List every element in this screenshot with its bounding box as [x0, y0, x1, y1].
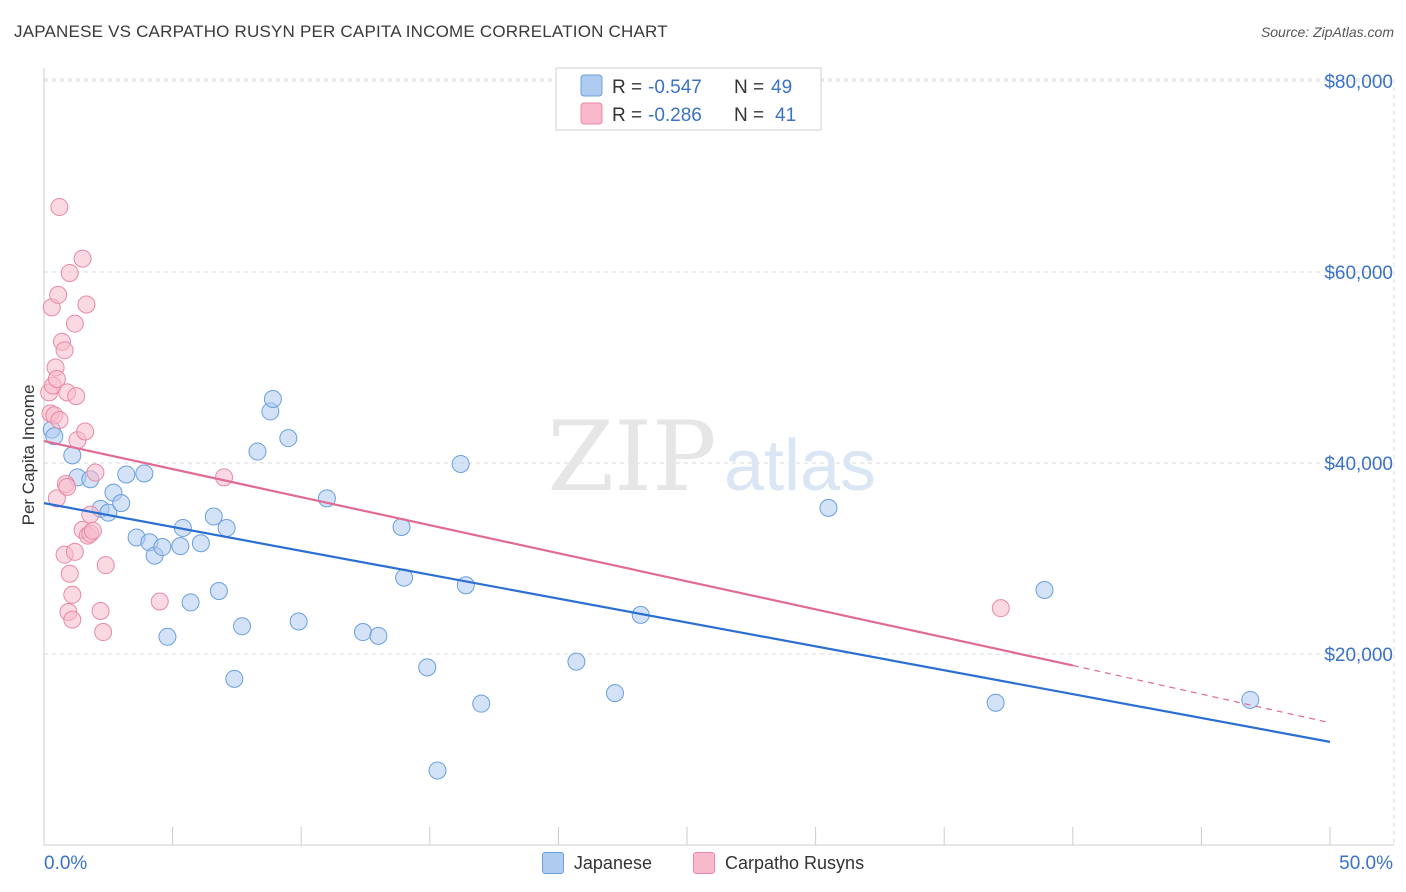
data-point-japanese [1035, 581, 1054, 600]
data-point-carpatho-rusyns [86, 463, 105, 482]
data-point-japanese [248, 442, 267, 461]
data-point-japanese [217, 518, 236, 537]
x-tick-label-min: 0.0% [44, 853, 87, 874]
data-point-carpatho-rusyns [50, 198, 69, 217]
data-point-japanese [418, 658, 437, 677]
watermark-atlas: atlas [724, 426, 876, 506]
stats-r-label-rusyn: R = [612, 105, 647, 126]
data-point-japanese [153, 538, 172, 557]
data-point-japanese [263, 390, 282, 409]
stats-r-label-japanese: R = [612, 77, 647, 98]
data-point-japanese [279, 429, 298, 448]
y-axis-label: Per Capita Income [19, 385, 38, 526]
legend-entry-japanese[interactable]: Japanese [541, 852, 652, 874]
data-point-japanese [369, 626, 388, 645]
legend-entry-carpatho-rusyns[interactable]: Carpatho Rusyns [693, 852, 864, 874]
watermark: ZIP atlas [547, 401, 876, 513]
chart-title: JAPANESE VS CARPATHO RUSYN PER CAPITA IN… [14, 22, 668, 41]
data-point-carpatho-rusyns [91, 602, 110, 621]
data-point-carpatho-rusyns [65, 542, 84, 561]
legend-swatch-carpatho-rusyns [693, 852, 715, 874]
source-label: Source: ZipAtlas.com [1260, 24, 1394, 40]
legend-label-carpatho-rusyns: Carpatho Rusyns [725, 852, 865, 873]
legend-label-japanese: Japanese [573, 852, 652, 873]
data-point-japanese [353, 623, 372, 642]
data-point-carpatho-rusyns [65, 314, 84, 333]
data-point-carpatho-rusyns [83, 521, 102, 540]
stats-n-label-rusyn: N = [734, 105, 769, 126]
axes [43, 68, 1394, 846]
trend-line-japanese [43, 502, 1331, 743]
data-point-carpatho-rusyns [96, 556, 115, 575]
data-point-carpatho-rusyns [67, 387, 86, 406]
data-point-carpatho-rusyns [50, 411, 69, 430]
data-point-japanese [567, 652, 586, 671]
data-point-japanese [233, 617, 252, 636]
data-point-japanese [472, 694, 491, 713]
legend-swatch-japanese [541, 852, 564, 874]
data-point-japanese [819, 498, 838, 517]
data-point-carpatho-rusyns [47, 369, 66, 388]
data-point-carpatho-rusyns [81, 505, 100, 524]
data-point-carpatho-rusyns [94, 623, 113, 642]
stats-legend: R = -0.547 N = 49 R = -0.286 N = 41 [555, 67, 822, 131]
data-point-carpatho-rusyns [63, 585, 82, 604]
data-point-japanese [112, 494, 131, 513]
data-point-carpatho-rusyns [991, 599, 1010, 618]
tick-labels: $20,000 $40,000 $60,000 $80,000 0.0% 50.0% [44, 72, 1393, 874]
stats-r-value-japanese: -0.547 [648, 77, 702, 98]
stats-legend-swatch-rusyn [580, 102, 603, 125]
data-point-carpatho-rusyns [60, 564, 79, 583]
data-point-japanese [135, 464, 154, 483]
data-point-carpatho-rusyns [215, 468, 234, 487]
y-tick-label: $20,000 [1324, 645, 1393, 666]
y-tick-label: $40,000 [1324, 454, 1393, 475]
data-point-japanese [45, 427, 64, 446]
series-carpatho-rusyns [40, 198, 1010, 642]
data-point-japanese [204, 507, 223, 526]
data-point-carpatho-rusyns [73, 249, 92, 268]
grid-lines [44, 78, 1395, 845]
trend-lines [43, 439, 1331, 743]
data-point-japanese [209, 581, 228, 600]
data-point-japanese [171, 537, 190, 556]
stats-n-value-japanese: 49 [771, 77, 792, 98]
data-point-japanese [191, 534, 210, 553]
data-point-carpatho-rusyns [55, 341, 74, 360]
data-point-japanese [117, 465, 136, 484]
stats-n-value-rusyn: 41 [775, 105, 796, 126]
bottom-legend: Japanese Carpatho Rusyns [0, 852, 1406, 879]
series-japanese [42, 390, 1260, 780]
data-point-carpatho-rusyns [76, 422, 95, 441]
trend-line-carpatho-rusyns-extension [1072, 664, 1331, 724]
data-point-japanese [986, 693, 1005, 712]
stats-r-value-rusyn: -0.286 [648, 105, 702, 126]
data-point-carpatho-rusyns [49, 285, 68, 304]
data-point-japanese [428, 761, 447, 780]
data-point-carpatho-rusyns [58, 477, 77, 496]
data-point-japanese [158, 627, 177, 646]
data-point-carpatho-rusyns [77, 295, 96, 314]
data-point-carpatho-rusyns [60, 263, 79, 282]
data-point-japanese [451, 454, 470, 473]
data-point-japanese [225, 669, 244, 688]
trend-line-carpatho-rusyns [43, 439, 1074, 667]
watermark-zip: ZIP [547, 401, 716, 513]
data-point-japanese [605, 684, 624, 703]
y-tick-label: $80,000 [1324, 72, 1393, 93]
stats-legend-swatch-japanese [580, 74, 603, 97]
data-point-carpatho-rusyns [150, 592, 169, 611]
data-point-japanese [289, 612, 308, 631]
stats-n-label-japanese: N = [734, 77, 769, 98]
x-tick-label-max: 50.0% [1339, 853, 1393, 874]
data-point-carpatho-rusyns [47, 489, 66, 508]
y-tick-label: $60,000 [1324, 263, 1393, 284]
data-point-japanese [181, 593, 200, 612]
data-point-carpatho-rusyns [63, 610, 82, 629]
